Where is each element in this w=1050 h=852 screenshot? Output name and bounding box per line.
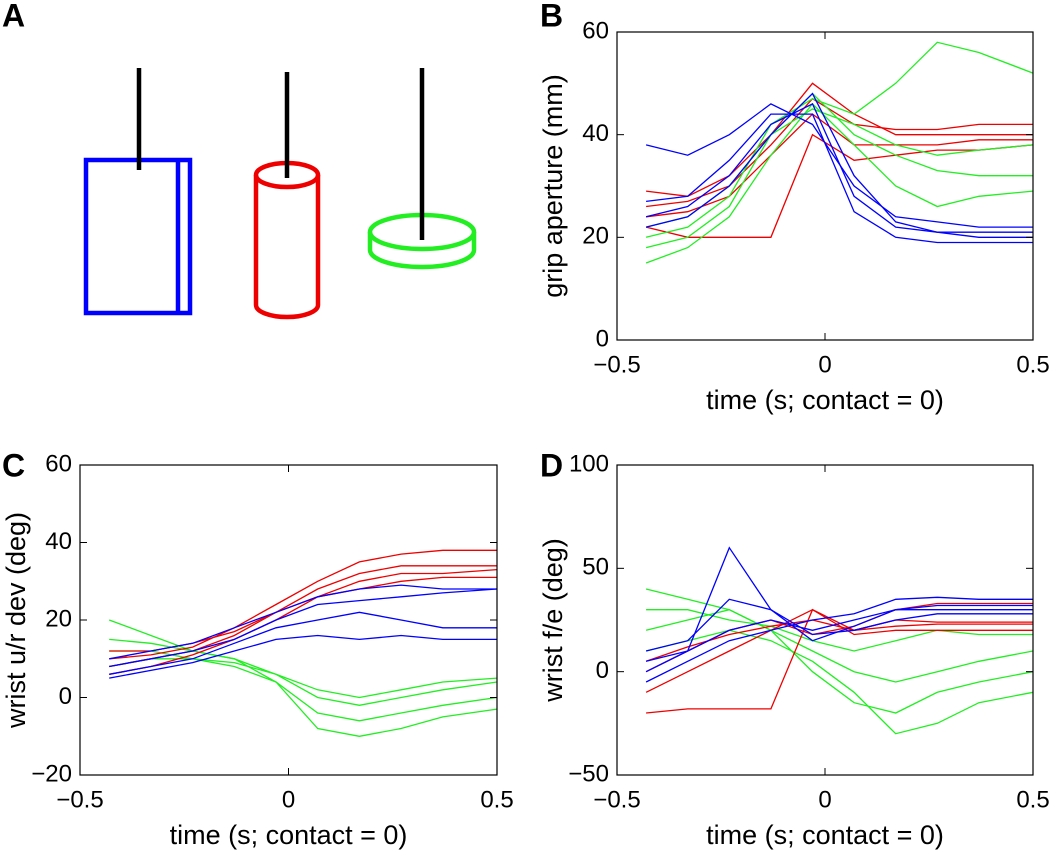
trial-line (645, 588, 1034, 714)
x-tick-label: −0.5 (56, 786, 103, 813)
y-axis-label: grip aperture (mm) (538, 74, 568, 298)
trial-line (646, 609, 1033, 652)
trial-line (109, 634, 497, 679)
trial-line (645, 103, 1033, 238)
y-tick-label: 100 (569, 450, 609, 477)
trial-line (109, 588, 498, 668)
y-axis-label: wrist f/e (deg) (538, 538, 568, 703)
y-axis-label: wrist u/r dev (deg) (1, 512, 31, 729)
trial-line (645, 546, 1033, 662)
trial-line (108, 619, 498, 737)
y-tick-label: 20 (582, 223, 609, 250)
trial-line (645, 103, 1033, 228)
x-axis-label: time (s; contact = 0) (706, 385, 944, 415)
disc-body (367, 232, 477, 270)
plot-frame (616, 31, 1034, 341)
x-axis-label: time (s; contact = 0) (170, 820, 408, 850)
trial-line (646, 113, 1033, 218)
trial-line (645, 108, 1034, 228)
trial-line (645, 604, 1033, 673)
y-tick-label: 0 (596, 325, 609, 352)
x-tick-label: −0.5 (593, 351, 640, 378)
y-tick-label: −50 (568, 760, 609, 787)
trial-line (109, 611, 497, 675)
trial-line (645, 92, 1033, 233)
trial-line (645, 609, 1034, 683)
trial-line (645, 596, 1033, 683)
plot-frame (616, 464, 1034, 776)
plot-frame (79, 464, 498, 776)
x-tick-label: 0.5 (480, 786, 513, 813)
y-tick-label: 60 (582, 17, 609, 44)
x-tick-label: 0 (818, 786, 831, 813)
panel-label: D (540, 447, 563, 483)
trial-line (645, 102, 1034, 264)
panel-label: C (2, 447, 25, 483)
x-tick-label: −0.5 (593, 786, 640, 813)
trial-line (109, 658, 498, 699)
box-object (83, 157, 193, 316)
x-tick-label: 0.5 (1016, 351, 1049, 378)
x-tick-label: 0 (818, 351, 831, 378)
x-tick-label: 0 (282, 786, 295, 813)
trial-line (109, 584, 497, 660)
trial-line (645, 629, 1034, 735)
x-axis-label: time (s; contact = 0) (706, 820, 944, 850)
y-tick-label: 50 (582, 554, 609, 581)
trial-line (109, 638, 498, 706)
cylinder-body (253, 175, 321, 320)
trial-line (646, 113, 1033, 244)
y-tick-label: 20 (45, 605, 72, 632)
trial-line (646, 82, 1033, 197)
x-tick-label: 0.5 (1016, 786, 1049, 813)
y-tick-label: 40 (582, 120, 609, 147)
trial-line (645, 133, 1034, 238)
trial-line (646, 608, 1033, 714)
trial-line (109, 549, 497, 660)
panel-label: B (540, 0, 563, 33)
y-tick-label: 40 (45, 528, 72, 555)
y-tick-label: 0 (596, 657, 609, 684)
trial-line (646, 97, 1033, 208)
trial-line (645, 92, 1033, 249)
objects-diagram (83, 68, 477, 320)
y-tick-label: 0 (59, 683, 72, 710)
y-tick-label: −20 (31, 760, 72, 787)
trial-line (109, 568, 498, 675)
trial-line (645, 608, 1033, 693)
y-tick-label: 60 (45, 450, 72, 477)
panel-label: A (2, 0, 25, 33)
trial-line (645, 598, 1033, 652)
trial-line (645, 41, 1034, 238)
